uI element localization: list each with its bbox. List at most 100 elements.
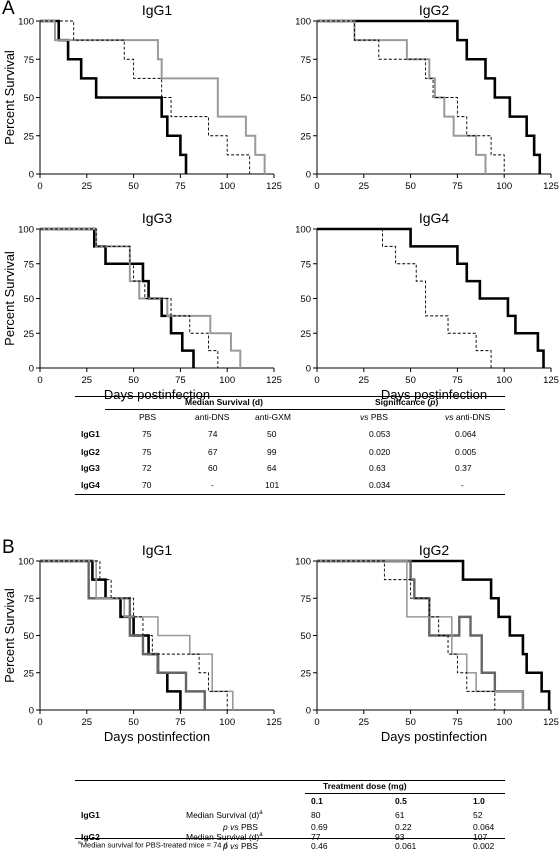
y-tick-label: 50 <box>23 631 34 642</box>
y-tick-label: 75 <box>23 259 34 270</box>
x-tick-label: 25 <box>359 181 370 192</box>
col-anti-dns: anti-DNS <box>195 412 230 422</box>
treatment-dose-table: Treatment dose (mg) 0.1 0.5 1.0 IgG1 Med… <box>75 780 505 851</box>
x-axis-label: Days postinfection <box>381 387 487 402</box>
x-tick-label: 75 <box>175 375 186 386</box>
x-tick-label: 0 <box>37 717 42 728</box>
dose-1-0: 1.0 <box>473 796 485 806</box>
y-tick-label: 50 <box>23 294 34 305</box>
y-tick-label: 0 <box>306 364 311 375</box>
y-tick-label: 0 <box>29 170 34 181</box>
treatment-dose-header: Treatment dose (mg) <box>323 781 407 791</box>
footnote: aMedian survival for PBS-treated mice = … <box>78 840 228 850</box>
chart-title: IgG4 <box>419 210 450 226</box>
y-axis-label: Percent Survival <box>2 50 17 145</box>
y-tick-label: 25 <box>23 668 34 679</box>
y-tick-label: 0 <box>29 364 34 375</box>
y-tick-label: 25 <box>23 131 34 142</box>
y-tick-label: 50 <box>300 294 311 305</box>
x-tick-label: 75 <box>452 717 463 728</box>
x-tick-label: 100 <box>496 375 512 386</box>
y-tick-label: 75 <box>300 259 311 270</box>
series-line-gray <box>40 228 242 368</box>
y-axis-label: Percent Survival <box>2 251 17 346</box>
series-line-gray <box>40 20 266 174</box>
chart-6: IgG2 0 25 50 75 100 125 0 25 50 75 100 Days postinfe… <box>295 542 559 744</box>
x-tick-label: 100 <box>219 181 235 192</box>
x-tick-label: 25 <box>82 181 93 192</box>
x-tick-label: 75 <box>175 717 186 728</box>
x-tick-label: 125 <box>543 181 559 192</box>
chart-title: IgG1 <box>142 542 173 558</box>
y-tick-label: 75 <box>23 55 34 66</box>
x-tick-label: 125 <box>543 717 559 728</box>
x-tick-label: 100 <box>496 717 512 728</box>
x-axis-label: Days postinfection <box>104 729 210 744</box>
x-tick-label: 100 <box>219 375 235 386</box>
chart-3: IgG3 0 25 50 75 100 125 0 25 50 75 100 Percent Survi… <box>2 210 282 402</box>
x-tick-label: 125 <box>543 375 559 386</box>
x-tick-label: 75 <box>175 181 186 192</box>
panel-label-b: B <box>2 537 15 558</box>
y-tick-label: 75 <box>23 594 34 605</box>
y-tick-label: 0 <box>306 706 311 717</box>
series-line-dashed <box>40 20 251 174</box>
y-tick-label: 0 <box>306 170 311 181</box>
series-line-mid-gray <box>317 559 525 710</box>
x-tick-label: 50 <box>128 717 139 728</box>
col-vs-pbs: vs PBS <box>360 412 388 422</box>
x-tick-label: 25 <box>359 375 370 386</box>
series-line-dashed <box>40 560 228 710</box>
series-line-thick-black <box>317 227 545 368</box>
x-tick-label: 50 <box>405 717 416 728</box>
chart-2: IgG2 0 25 50 75 100 125 0 25 50 75 100 <box>295 2 559 192</box>
series-line-gray <box>317 20 487 174</box>
y-tick-label: 100 <box>295 225 311 236</box>
y-tick-label: 100 <box>295 557 311 568</box>
series-line-mid-gray <box>40 559 206 710</box>
y-tick-label: 25 <box>23 329 34 340</box>
y-tick-label: 50 <box>300 631 311 642</box>
x-tick-label: 0 <box>314 375 319 386</box>
x-tick-label: 100 <box>219 717 235 728</box>
col-vs-anti-dns: vs anti-DNS <box>445 412 491 422</box>
chart-title: IgG3 <box>142 210 173 226</box>
y-tick-label: 25 <box>300 131 311 142</box>
series-line-dashed <box>40 228 219 368</box>
col-pbs: PBS <box>139 412 157 422</box>
x-tick-label: 50 <box>128 375 139 386</box>
x-tick-label: 50 <box>405 375 416 386</box>
series-line-dashed <box>317 20 505 174</box>
median-survival-header: Median Survival (d) <box>185 397 263 407</box>
chart-5: IgG1 0 25 50 75 100 125 0 25 50 75 100 Percent Survi… <box>2 542 282 744</box>
y-tick-label: 100 <box>18 225 34 236</box>
series-line-dashed <box>317 560 496 710</box>
chart-title: IgG1 <box>142 2 173 18</box>
dose-0-5: 0.5 <box>395 796 407 806</box>
y-tick-label: 50 <box>300 93 311 104</box>
chart-4: IgG4 0 25 50 75 100 125 0 25 50 75 100 Days postinfe… <box>295 210 559 402</box>
x-axis-label: Days postinfection <box>381 729 487 744</box>
x-tick-label: 0 <box>37 181 42 192</box>
series-line-thick-black <box>317 19 542 174</box>
x-tick-label: 0 <box>314 717 319 728</box>
x-tick-label: 125 <box>266 181 282 192</box>
x-axis-label: Days postinfection <box>104 387 210 402</box>
y-axis-label: Percent Survival <box>2 588 17 683</box>
y-tick-label: 75 <box>300 594 311 605</box>
y-tick-label: 100 <box>18 17 34 28</box>
y-tick-label: 0 <box>29 706 34 717</box>
significance-header: Significance (p) <box>375 397 439 407</box>
y-tick-label: 25 <box>300 329 311 340</box>
x-tick-label: 125 <box>266 375 282 386</box>
panel-label-a: A <box>2 0 15 19</box>
y-tick-label: 100 <box>295 17 311 28</box>
x-tick-label: 25 <box>359 717 370 728</box>
series-line-dashed <box>317 228 492 368</box>
y-tick-label: 75 <box>300 55 311 66</box>
x-tick-label: 75 <box>452 181 463 192</box>
series-line-thick-black <box>40 227 195 368</box>
x-tick-label: 75 <box>452 375 463 386</box>
x-tick-label: 50 <box>405 181 416 192</box>
